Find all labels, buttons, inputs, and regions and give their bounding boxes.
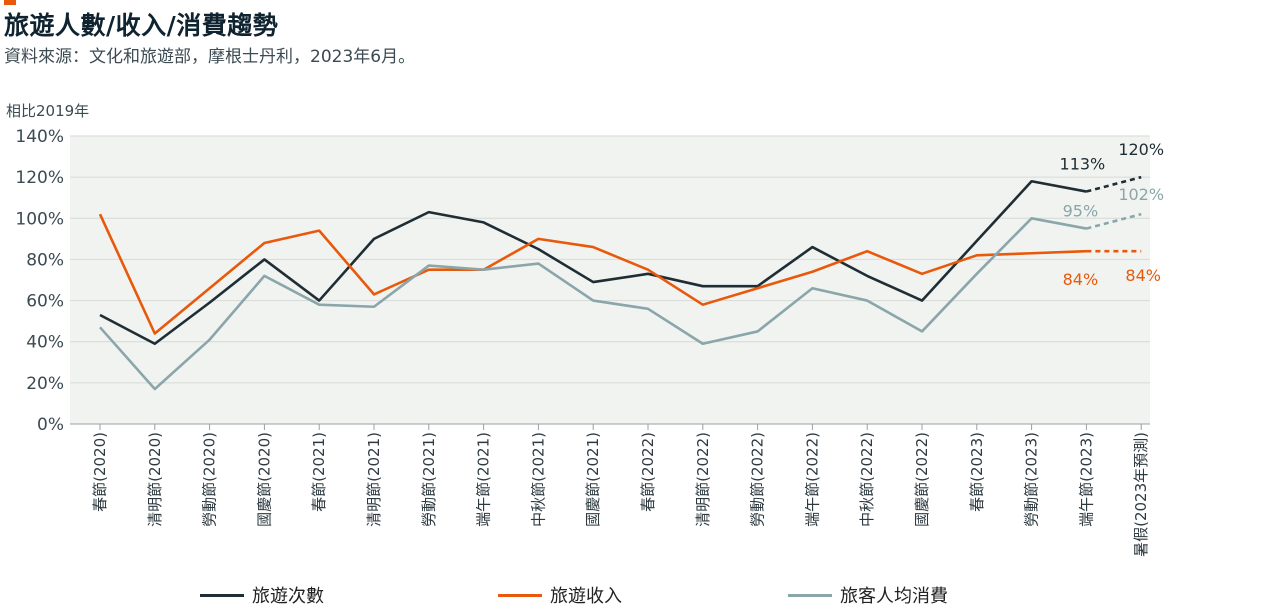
chart-subtitle: 資料來源：文化和旅遊部，摩根士丹利，2023年6月。 xyxy=(4,47,416,67)
data-label-visits: 113% xyxy=(1060,155,1106,174)
y-tick-label: 120% xyxy=(15,168,64,188)
x-tick-label: 國慶節(2022) xyxy=(913,432,931,527)
x-tick-label: 勞動節(2022) xyxy=(749,432,767,527)
legend-swatch-spend xyxy=(788,593,832,597)
data-label-visits: 120% xyxy=(1118,140,1164,159)
data-label-income: 84% xyxy=(1125,266,1161,285)
y-tick-label: 140% xyxy=(15,127,64,147)
data-label-spend: 102% xyxy=(1118,185,1164,204)
legend-swatch-visits xyxy=(200,593,244,597)
series-line-visits xyxy=(99,179,1087,346)
legend-label-visits: 旅遊次數 xyxy=(252,586,324,607)
x-tick-label: 端午節(2021) xyxy=(475,432,493,527)
x-tick-label: 勞動節(2021) xyxy=(420,432,438,527)
x-tick-label: 春節(2022) xyxy=(639,432,657,512)
y-tick-label: 0% xyxy=(37,415,64,435)
y-tick-label: 20% xyxy=(26,374,64,394)
legend-item-spend: 旅客人均消費 xyxy=(788,582,948,608)
x-tick-label: 春節(2020) xyxy=(91,432,109,512)
legend-swatch-income xyxy=(498,593,542,597)
x-tick-label: 清明節(2021) xyxy=(365,432,383,527)
x-tick-label: 端午節(2022) xyxy=(803,432,821,527)
forecast-line-spend xyxy=(1086,212,1142,230)
forecast-line-visits xyxy=(1086,175,1142,193)
y-axis-label: 相比2019年 xyxy=(6,102,90,120)
y-tick-label: 80% xyxy=(26,250,64,270)
legend-label-spend: 旅客人均消費 xyxy=(840,586,948,607)
x-tick-label: 中秋節(2022) xyxy=(858,432,876,527)
y-tick-label: 60% xyxy=(26,292,64,312)
x-tick-label: 中秋節(2021) xyxy=(529,432,547,527)
legend-item-income: 旅遊收入 xyxy=(498,582,622,608)
series-line-spend xyxy=(99,216,1087,391)
x-tick-label: 端午節(2023) xyxy=(1077,432,1095,527)
x-tick-label: 春節(2021) xyxy=(310,432,328,512)
accent-bar xyxy=(4,0,16,5)
x-tick-label: 勞動節(2023) xyxy=(1023,432,1041,527)
legend-item-visits: 旅遊次數 xyxy=(200,582,324,608)
series-line-income xyxy=(98,213,1087,335)
x-tick-label: 暑假(2023年預測) xyxy=(1132,432,1150,557)
data-label-spend: 95% xyxy=(1063,202,1099,221)
x-tick-label: 勞動節(2020) xyxy=(201,432,219,527)
chart-title: 旅遊人數/收入/消費趨勢 xyxy=(4,11,279,40)
x-tick-label: 春節(2023) xyxy=(968,432,986,512)
data-label-income: 84% xyxy=(1063,270,1099,289)
y-tick-label: 40% xyxy=(26,333,64,353)
legend-label-income: 旅遊收入 xyxy=(550,586,622,607)
x-tick-label: 國慶節(2021) xyxy=(584,432,602,527)
x-tick-label: 清明節(2022) xyxy=(694,432,712,527)
x-tick-label: 清明節(2020) xyxy=(146,432,164,527)
x-tick-label: 國慶節(2020) xyxy=(255,432,273,527)
y-tick-label: 100% xyxy=(15,209,64,229)
